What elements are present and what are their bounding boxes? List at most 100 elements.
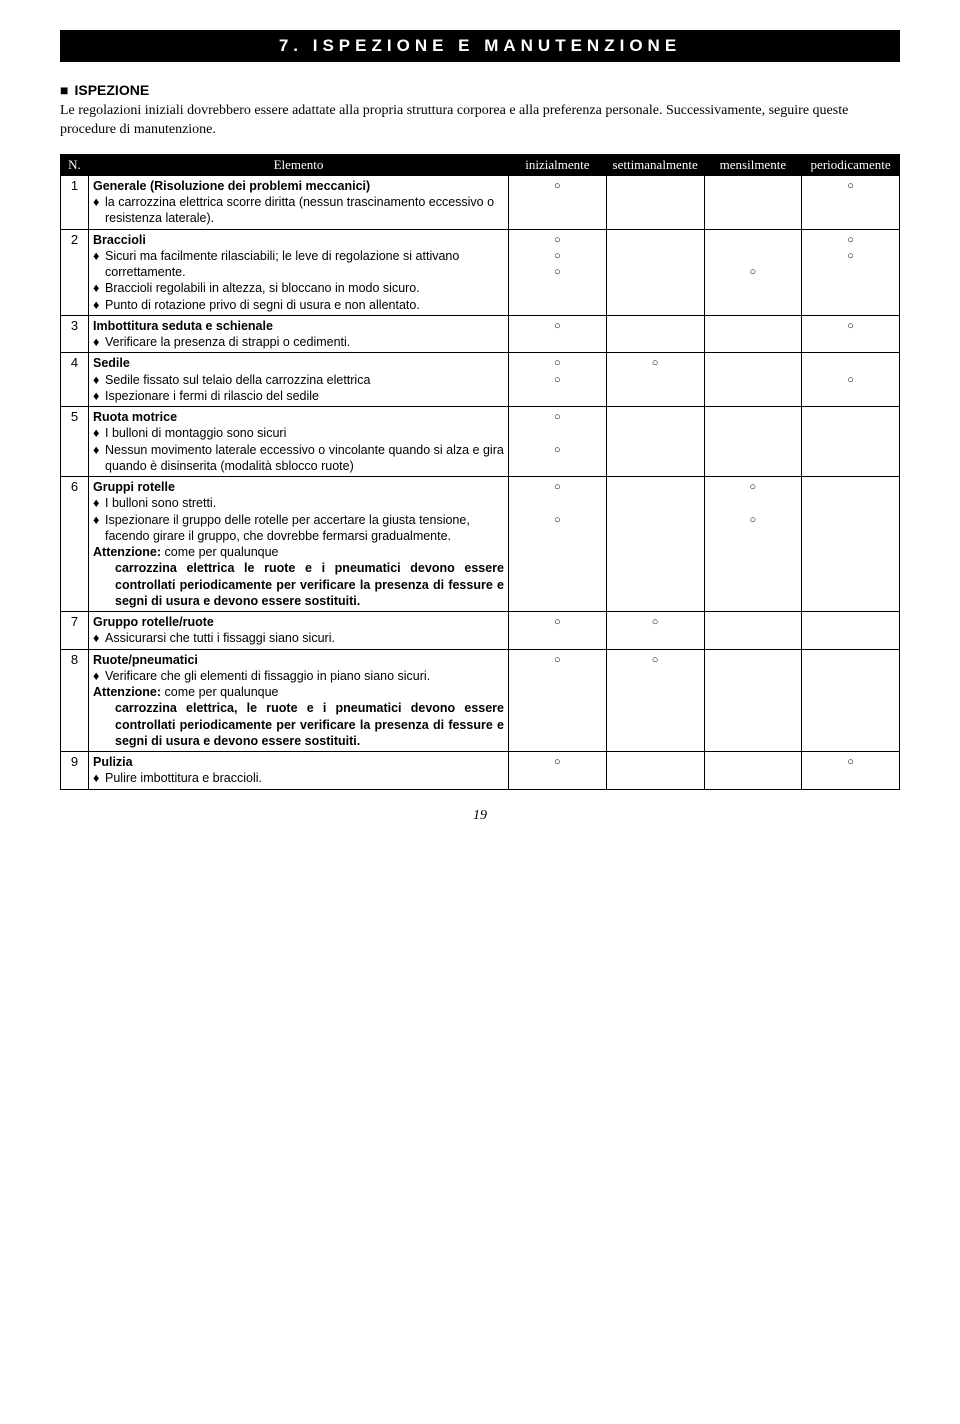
circle-mark-icon (806, 356, 895, 370)
circle-mark-icon (709, 249, 798, 263)
bullet-item: ♦Ispezionare il gruppo delle rotelle per… (93, 512, 504, 545)
diamond-icon: ♦ (93, 425, 105, 441)
mark-cell: ○ (704, 229, 802, 315)
mark-cell: ○ ○ (509, 477, 607, 612)
mark-cell: ○ (606, 612, 704, 650)
bullet-text: I bulloni di montaggio sono sicuri (105, 425, 504, 441)
bullet-item: ♦Sicuri ma facilmente rilasciabili; le l… (93, 248, 504, 281)
circle-mark-icon: ○ (513, 249, 602, 263)
bullet-text: Sedile fissato sul telaio della carrozzi… (105, 372, 504, 388)
row-element: Pulizia♦Pulire imbottitura e braccioli. (89, 752, 509, 790)
bullet-text: Ispezionare il gruppo delle rotelle per … (105, 512, 504, 545)
mark-cell (802, 612, 900, 650)
row-title: Pulizia (93, 754, 504, 770)
section-heading-text: ISPEZIONE (74, 82, 149, 98)
circle-mark-icon: ○ (611, 653, 700, 667)
circle-mark-icon: ○ (513, 653, 602, 667)
diamond-icon: ♦ (93, 495, 105, 511)
diamond-icon: ♦ (93, 334, 105, 350)
circle-mark-icon: ○ (806, 373, 895, 387)
bullet-text: la carrozzina elettrica scorre diritta (… (105, 194, 504, 227)
table-row: 2Braccioli♦Sicuri ma facilmente rilascia… (61, 229, 900, 315)
table-row: 5Ruota motrice♦I bulloni di montaggio so… (61, 407, 900, 477)
table-row: 6Gruppi rotelle♦I bulloni sono stretti.♦… (61, 477, 900, 612)
row-element: Generale (Risoluzione dei problemi mecca… (89, 175, 509, 229)
circle-mark-icon: ○ (513, 265, 602, 279)
section-heading: ■ ISPEZIONE (60, 82, 900, 98)
bullet-item: ♦Verificare che gli elementi di fissaggi… (93, 668, 504, 684)
circle-mark-icon (709, 233, 798, 247)
circle-mark-icon: ○ (806, 179, 895, 193)
mark-cell: ○ (802, 315, 900, 353)
circle-mark-icon: ○ (806, 755, 895, 769)
circle-mark-icon: ○ (709, 480, 798, 494)
circle-mark-icon: ○ (806, 319, 895, 333)
mark-cell (606, 175, 704, 229)
col-periodicamente: periodicamente (802, 154, 900, 175)
row-title: Gruppo rotelle/ruote (93, 614, 504, 630)
row-element: Ruota motrice♦I bulloni di montaggio son… (89, 407, 509, 477)
table-row: 3Imbottitura seduta e schienale♦Verifica… (61, 315, 900, 353)
circle-mark-icon: ○ (709, 265, 798, 279)
circle-mark-icon: ○ (611, 356, 700, 370)
mark-cell (802, 477, 900, 612)
mark-cell: ○ (509, 175, 607, 229)
bullet-item: ♦Braccioli regolabili in altezza, si blo… (93, 280, 504, 296)
table-header-row: N. Elemento inizialmente settimanalmente… (61, 154, 900, 175)
bullet-item: ♦Nessun movimento laterale eccessivo o v… (93, 442, 504, 475)
intro-paragraph: Le regolazioni iniziali dovrebbero esser… (60, 102, 900, 140)
bullet-item: ♦Pulire imbottitura e braccioli. (93, 770, 504, 786)
mark-cell (606, 477, 704, 612)
mark-cell (802, 649, 900, 752)
row-title: Imbottitura seduta e schienale (93, 318, 504, 334)
diamond-icon: ♦ (93, 668, 105, 684)
diamond-icon: ♦ (93, 512, 105, 545)
circle-mark-icon: ○ (513, 755, 602, 769)
mark-cell (704, 612, 802, 650)
row-element: Sedile♦Sedile fissato sul telaio della c… (89, 353, 509, 407)
row-element: Ruote/pneumatici♦Verificare che gli elem… (89, 649, 509, 752)
row-element: Braccioli♦Sicuri ma facilmente rilasciab… (89, 229, 509, 315)
row-number: 4 (61, 353, 89, 407)
mark-cell (606, 752, 704, 790)
bullet-item: ♦Sedile fissato sul telaio della carrozz… (93, 372, 504, 388)
circle-mark-icon: ○ (513, 319, 602, 333)
circle-mark-icon: ○ (709, 513, 798, 527)
mark-cell: ○○ (802, 229, 900, 315)
col-elemento: Elemento (89, 154, 509, 175)
col-inizialmente: inizialmente (509, 154, 607, 175)
attention-text: carrozzina elettrica le ruote e i pneuma… (93, 560, 504, 609)
attention-block: Attenzione: come per qualunque (93, 544, 504, 560)
diamond-icon: ♦ (93, 372, 105, 388)
bullet-text: Verificare la presenza di strappi o cedi… (105, 334, 504, 350)
mark-cell: ○ ○ (509, 407, 607, 477)
circle-mark-icon: ○ (513, 443, 602, 457)
bullet-text: Punto di rotazione privo di segni di usu… (105, 297, 504, 313)
square-bullet-icon: ■ (60, 82, 68, 98)
circle-mark-icon: ○ (611, 615, 700, 629)
row-number: 2 (61, 229, 89, 315)
circle-mark-icon: ○ (806, 249, 895, 263)
page-title: 7. ISPEZIONE E MANUTENZIONE (60, 30, 900, 62)
col-n: N. (61, 154, 89, 175)
bullet-text: I bulloni sono stretti. (105, 495, 504, 511)
row-element: Gruppo rotelle/ruote♦Assicurarsi che tut… (89, 612, 509, 650)
diamond-icon: ♦ (93, 248, 105, 281)
attention-block: Attenzione: come per qualunque (93, 684, 504, 700)
circle-mark-icon (709, 496, 798, 510)
bullet-text: Pulire imbottitura e braccioli. (105, 770, 504, 786)
mark-cell (704, 649, 802, 752)
circle-mark-icon: ○ (806, 233, 895, 247)
row-title: Gruppi rotelle (93, 479, 504, 495)
mark-cell: ○○ (509, 353, 607, 407)
mark-cell: ○ (509, 649, 607, 752)
mark-cell (704, 175, 802, 229)
diamond-icon: ♦ (93, 297, 105, 313)
circle-mark-icon: ○ (513, 356, 602, 370)
row-element: Imbottitura seduta e schienale♦Verificar… (89, 315, 509, 353)
circle-mark-icon: ○ (513, 480, 602, 494)
row-number: 6 (61, 477, 89, 612)
bullet-text: Sicuri ma facilmente rilasciabili; le le… (105, 248, 504, 281)
row-title: Ruote/pneumatici (93, 652, 504, 668)
row-number: 5 (61, 407, 89, 477)
